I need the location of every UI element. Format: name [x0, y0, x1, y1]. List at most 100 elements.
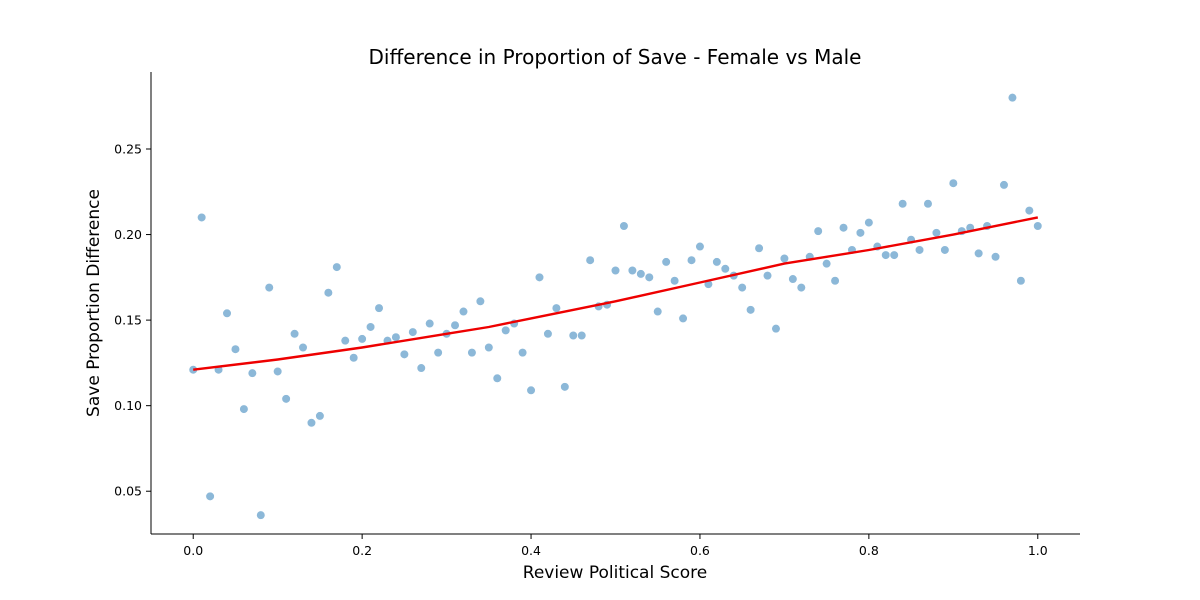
- data-point: [281, 394, 291, 404]
- data-point: [796, 283, 806, 293]
- data-point: [788, 274, 798, 284]
- data-point: [686, 255, 697, 265]
- data-point: [931, 228, 942, 238]
- data-point: [551, 303, 561, 313]
- data-point: [306, 418, 317, 428]
- data-point: [914, 245, 925, 255]
- data-point: [940, 245, 950, 255]
- data-point: [864, 217, 874, 228]
- data-point: [340, 336, 350, 346]
- data-point: [948, 178, 958, 188]
- data-point: [822, 259, 832, 269]
- data-point: [1024, 206, 1034, 216]
- data-point: [501, 325, 511, 335]
- data-point: [256, 510, 266, 520]
- chart-title: Difference in Proportion of Save - Femal…: [369, 45, 862, 69]
- data-point: [205, 491, 215, 501]
- data-point: [746, 305, 756, 315]
- data-point: [365, 322, 376, 332]
- data-points: [188, 93, 1043, 520]
- data-point: [670, 276, 680, 286]
- y-ticks: 0.05 0.10 0.15 0.20 0.25: [114, 142, 151, 499]
- data-point: [898, 199, 908, 209]
- data-point: [332, 262, 342, 272]
- data-point: [678, 313, 688, 324]
- data-point: [526, 385, 536, 395]
- trend-line: [193, 216, 1039, 371]
- data-point: [619, 221, 629, 231]
- data-point: [923, 199, 933, 209]
- x-tick-label: 0.8: [859, 543, 879, 558]
- data-point: [737, 283, 747, 293]
- data-point: [720, 264, 730, 274]
- data-point: [1016, 276, 1026, 286]
- data-point: [653, 306, 663, 317]
- data-point: [517, 348, 528, 358]
- data-point: [492, 373, 502, 383]
- data-point: [577, 330, 587, 341]
- data-point: [222, 308, 232, 318]
- data-point: [585, 255, 595, 265]
- y-tick-label: 0.15: [114, 313, 142, 328]
- y-tick-label: 0.20: [114, 227, 142, 242]
- data-point: [627, 265, 637, 276]
- data-point: [779, 253, 790, 264]
- data-point: [771, 324, 781, 334]
- data-point: [450, 320, 460, 330]
- data-point: [762, 271, 773, 281]
- data-point: [568, 330, 578, 341]
- y-tick-label: 0.05: [114, 484, 142, 499]
- data-point: [323, 288, 333, 298]
- data-point: [433, 348, 443, 358]
- data-point: [239, 404, 249, 414]
- data-point: [458, 306, 469, 317]
- x-axis-label: Review Political Score: [523, 563, 707, 583]
- x-tick-label: 0.6: [690, 543, 710, 558]
- x-tick-label: 0.0: [183, 543, 203, 558]
- y-axis-label: Save Proportion Difference: [84, 189, 104, 417]
- data-point: [712, 257, 722, 267]
- data-point: [754, 243, 764, 253]
- data-point: [349, 353, 359, 363]
- data-point: [484, 342, 494, 353]
- data-point: [298, 342, 308, 353]
- data-point: [425, 318, 435, 329]
- data-point: [560, 382, 570, 392]
- data-point: [610, 265, 621, 276]
- data-point: [467, 348, 477, 358]
- data-point: [264, 283, 274, 293]
- data-point: [230, 344, 241, 354]
- data-point: [881, 250, 891, 260]
- data-point: [197, 212, 207, 223]
- y-tick-label: 0.10: [114, 398, 142, 413]
- x-tick-label: 0.4: [521, 543, 541, 558]
- data-point: [855, 228, 866, 238]
- data-point: [1033, 221, 1043, 231]
- data-point: [357, 334, 367, 344]
- x-ticks: 0.0 0.2 0.4 0.6 0.8 1.0: [183, 534, 1048, 558]
- x-tick-label: 1.0: [1028, 543, 1048, 558]
- x-tick-label: 0.2: [352, 543, 372, 558]
- data-point: [1007, 93, 1018, 103]
- data-point: [661, 257, 671, 267]
- data-point: [408, 327, 418, 337]
- data-point: [830, 276, 840, 286]
- data-point: [695, 241, 705, 252]
- data-point: [475, 296, 485, 306]
- data-point: [644, 272, 654, 282]
- data-point: [247, 368, 257, 378]
- data-point: [636, 269, 646, 279]
- y-tick-label: 0.25: [114, 142, 142, 157]
- data-point: [315, 411, 325, 421]
- data-point: [838, 223, 849, 233]
- data-point: [416, 363, 426, 373]
- data-point: [543, 329, 553, 339]
- data-point: [399, 349, 409, 359]
- data-point: [889, 250, 899, 260]
- data-point: [289, 329, 300, 339]
- data-point: [990, 252, 1001, 262]
- data-point: [999, 180, 1009, 190]
- data-point: [374, 303, 384, 313]
- data-point: [534, 272, 545, 282]
